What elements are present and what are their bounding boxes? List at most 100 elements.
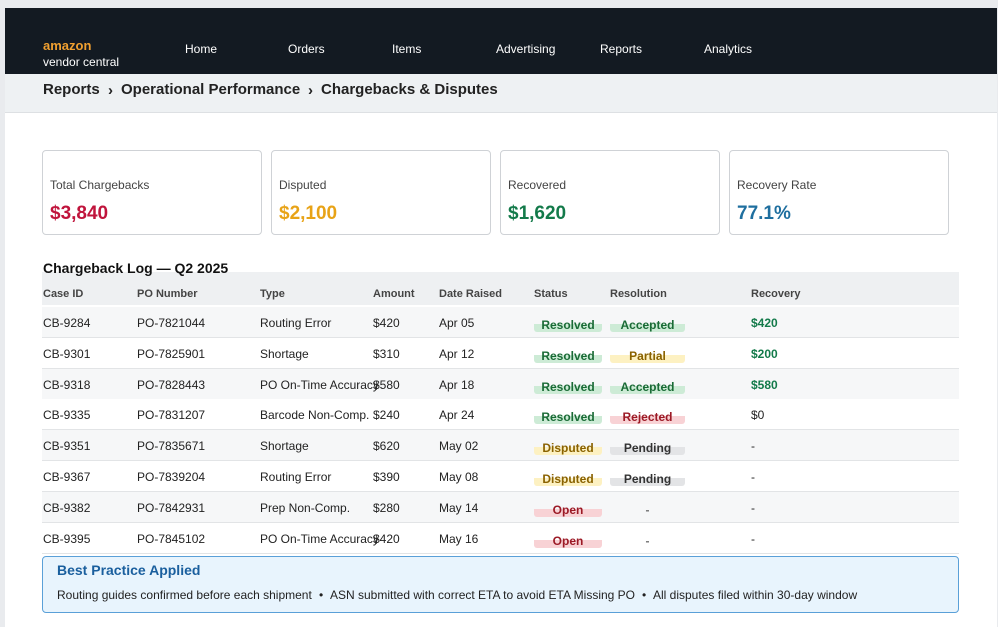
cell: Apr 05 [439,316,475,330]
column-header: Resolution [610,288,667,300]
kpi-value: $2,100 [279,203,338,224]
status-badge: Accepted [610,316,685,332]
cell: Routing Error [260,470,332,484]
column-header: Recovery [751,288,801,300]
status-badge: Resolved [534,408,602,425]
cell: $420 [373,316,400,330]
status-badge: Rejected [610,408,685,425]
column-header: PO Number [137,288,198,300]
cell: CB-9351 [43,439,91,454]
column-header: Case ID [43,288,84,300]
breadcrumb-item[interactable]: Operational Performance [121,81,301,98]
column-header: Amount [373,288,415,300]
recovery-cell: - [751,439,755,454]
nav-link[interactable]: Home [185,42,218,56]
page: amazon vendor central Home Orders Items Adver… [5,8,997,627]
kpi-label: Recovered [508,178,567,192]
cell: Shortage [260,346,309,361]
table-row [42,399,959,431]
table-row [42,337,959,369]
status-badge: Pending [610,439,685,456]
cell: PO-7828443 [137,377,206,392]
logo-subtitle: vendor central [43,55,120,69]
cell: CB-9395 [43,531,91,546]
nav-link[interactable]: Advertising [496,42,556,56]
recovery-cell: - [751,500,755,515]
status-badge: Partial [610,346,685,363]
cell: PO-7821044 [137,316,206,330]
recovery-cell: $580 [751,377,778,392]
status-badge: Accepted [610,377,685,394]
cell: CB-9301 [43,346,91,361]
table-row [42,522,959,554]
kpi-card: Recovery Rate 77.1% [729,150,949,235]
cell: Apr 12 [439,346,475,361]
kpi-card: Recovered $1,620 [500,150,720,235]
cell: PO On-Time Accuracy [260,531,379,546]
kpi-label: Disputed [279,178,327,192]
recovery-cell: $0 [751,408,765,423]
status-badge: - [610,500,685,517]
cell: PO-7845102 [137,531,206,546]
breadcrumb-bar: Reports › Operational Performance › Chargeba… [5,74,997,113]
table-title: Chargeback Log — Q2 2025 [43,260,229,276]
kpi-card: Disputed $2,100 [271,150,491,235]
cell: May 08 [439,470,479,484]
status-badge: Disputed [534,439,602,456]
cell: $280 [373,500,400,515]
table-row [42,368,959,400]
nav-link[interactable]: Orders [288,42,325,56]
status-badge: Resolved [534,377,602,394]
cell: CB-9367 [43,470,91,484]
cell: PO On-Time Accuracy [260,377,379,392]
cell: CB-9335 [43,408,91,423]
cell: CB-9284 [43,316,91,330]
cell: CB-9318 [43,377,91,392]
recovery-cell: - [751,531,755,546]
recovery-cell: $420 [751,316,778,330]
column-header: Type [260,288,285,300]
breadcrumb-item: Chargebacks & Disputes [321,81,498,98]
status-badge: - [610,531,685,548]
status-badge: Disputed [534,470,602,486]
kpi-label: Recovery Rate [737,178,817,192]
nav-link[interactable]: Items [392,42,422,56]
cell: PO-7842931 [137,500,206,515]
kpi-value: $1,620 [508,203,567,224]
nav-link[interactable]: Reports [600,42,643,56]
table-header-bg [42,272,959,305]
cell: CB-9382 [43,500,91,515]
table-row [42,461,959,492]
cell: $580 [373,377,400,392]
column-header: Date Raised [439,288,502,300]
info-item: ASN submitted with correct ETA to avoid … [330,588,635,602]
cell: Shortage [260,439,309,454]
status-badge: Open [534,500,602,517]
cell: PO-7839204 [137,470,206,484]
logo: amazon [43,38,92,53]
table-row [42,430,959,462]
kpi-card: Total Chargebacks $3,840 [42,150,262,235]
cell: $310 [373,346,400,361]
cell: Apr 18 [439,377,475,392]
status-badge: Resolved [534,346,602,363]
recovery-cell: $200 [751,346,778,361]
nav-link[interactable]: Analytics [704,42,753,56]
recovery-cell: - [751,470,755,484]
status-badge: Open [534,531,602,548]
table-row [42,491,959,523]
kpi-value: 77.1% [737,203,791,224]
info-item: All disputes filed within 30-day window [653,588,858,602]
top-nav: amazon vendor central Home Orders Items Adver… [5,8,997,74]
cell: $620 [373,439,400,454]
breadcrumb-item[interactable]: Reports [43,81,100,98]
cell: $240 [373,408,400,423]
status-badge: Resolved [534,316,602,332]
cell: $420 [373,531,400,546]
status-badge: Pending [610,470,685,486]
cell: Routing Error [260,316,332,330]
cell: PO-7835671 [137,439,206,454]
cell: May 16 [439,531,479,546]
cell: May 02 [439,439,479,454]
kpi-label: Total Chargebacks [50,178,150,192]
